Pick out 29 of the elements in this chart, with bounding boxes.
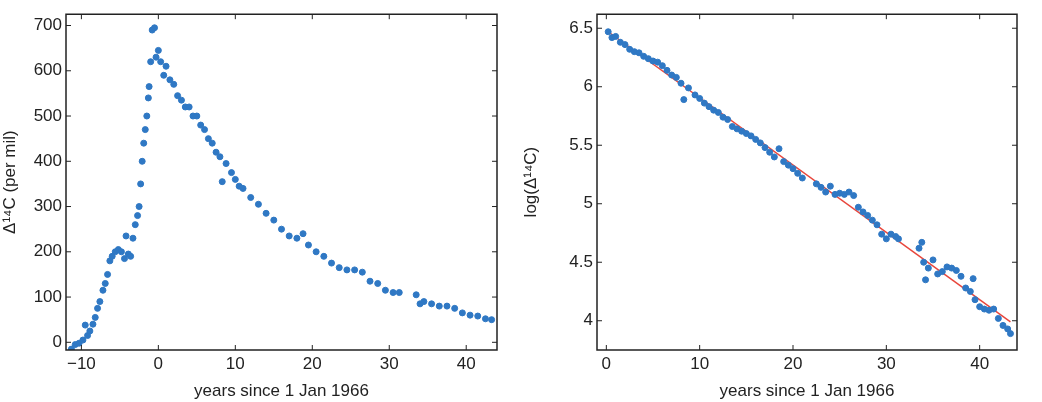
- x-tick-label: −10: [66, 353, 96, 373]
- y-tick-label: 0: [52, 331, 62, 351]
- y-tick-label: 700: [33, 15, 62, 35]
- y-tick-label: 200: [33, 241, 62, 261]
- y-tick-label: 500: [33, 105, 62, 125]
- x-tick-label: 0: [601, 353, 612, 373]
- x-tick-label: 40: [970, 353, 990, 373]
- x-tick-label: 30: [379, 353, 399, 373]
- y-tick-label: 5.5: [569, 134, 593, 154]
- x-tick-label: 40: [456, 353, 476, 373]
- x-tick-label: 20: [302, 353, 322, 373]
- x-tick-label: 0: [153, 353, 164, 373]
- x-tick-label: 10: [690, 353, 710, 373]
- x-axis-title: years since 1 Jan 1966: [719, 381, 895, 401]
- y-tick-label: 5: [583, 193, 593, 213]
- y-axis-title: log(Δ¹⁴C): [520, 146, 540, 218]
- y-tick-label: 4.5: [569, 251, 593, 271]
- y-tick-label: 4: [583, 310, 593, 330]
- x-tick-label: 30: [876, 353, 896, 373]
- x-axis-title: years since 1 Jan 1966: [194, 381, 369, 401]
- x-tick-label: 20: [783, 353, 803, 373]
- y-tick-label: 300: [33, 196, 62, 216]
- y-axis-title: Δ¹⁴C (per mil): [0, 130, 19, 234]
- y-tick-label: 6: [583, 76, 593, 96]
- y-tick-label: 400: [33, 150, 62, 170]
- y-tick-label: 6.5: [569, 17, 593, 37]
- y-tick-label: 100: [33, 286, 62, 306]
- x-tick-label: 10: [225, 353, 245, 373]
- y-tick-label: 600: [33, 60, 62, 80]
